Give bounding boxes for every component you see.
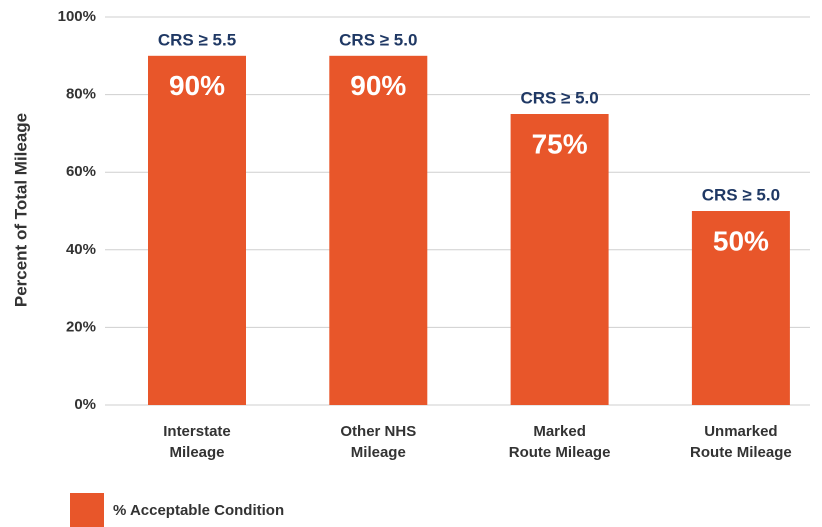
value-label: 90% [169,70,225,101]
x-tick-label: Interstate Mileage [163,423,231,461]
y-tick-label: 20% [66,318,96,335]
bar-annotation: CRS ≥ 5.0 [339,30,417,49]
value-label: 50% [713,225,769,256]
bar [691,211,790,405]
bar-annotation: CRS ≥ 5.0 [702,185,780,204]
y-tick-label: 80% [66,86,96,103]
value-label: 90% [350,70,406,101]
y-tick-label: 100% [58,8,96,25]
x-tick-label: Marked Route Mileage [509,423,611,461]
bar [148,55,246,406]
x-tick-label: Unmarked Route Mileage [690,423,792,461]
bar-annotation: CRS ≥ 5.5 [158,30,236,49]
y-tick-label: 0% [74,396,96,413]
value-label: 75% [532,128,588,159]
y-tick-label: 40% [66,241,96,258]
bar [329,55,428,406]
y-tick-label: 60% [66,163,96,180]
legend-swatch [70,493,104,527]
y-axis-label: Percent of Total Mileage [11,113,30,307]
legend-label: % Acceptable Condition [113,502,284,519]
bar-annotation: CRS ≥ 5.0 [520,88,598,107]
bar [510,114,609,405]
x-tick-label: Other NHS Mileage [340,423,416,461]
